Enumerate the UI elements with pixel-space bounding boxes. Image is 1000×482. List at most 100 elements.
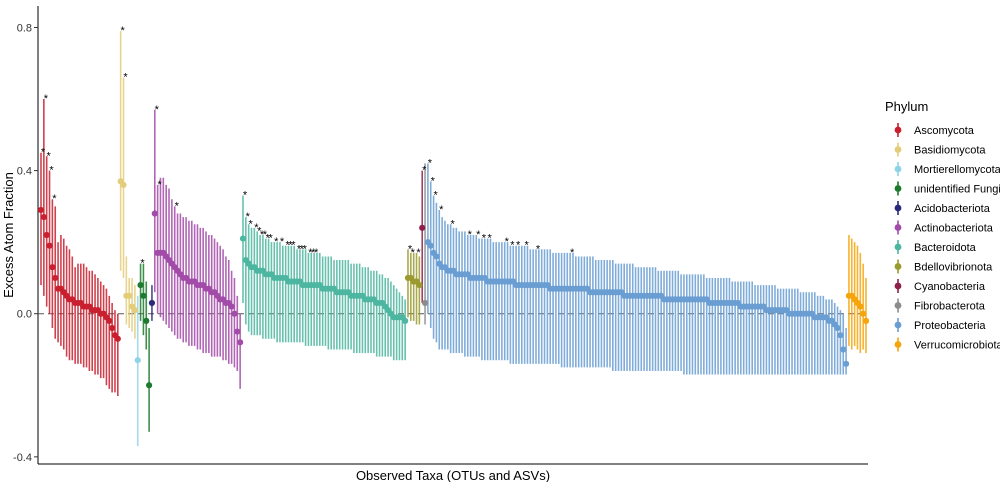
legend-key-point bbox=[894, 165, 902, 173]
significance-star: * bbox=[510, 240, 515, 252]
data-point bbox=[402, 317, 409, 324]
data-point bbox=[433, 253, 440, 260]
significance-star: * bbox=[416, 247, 421, 259]
legend-label: Acidobacteriota bbox=[914, 203, 991, 215]
data-point bbox=[421, 299, 429, 307]
legend-label: Verrucomicrobiota bbox=[914, 340, 1000, 352]
data-point bbox=[37, 206, 45, 214]
data-point bbox=[106, 317, 113, 324]
data-point bbox=[837, 332, 844, 339]
significance-star: * bbox=[47, 150, 52, 162]
significance-star: * bbox=[408, 243, 413, 255]
data-point bbox=[120, 181, 127, 189]
error-bars bbox=[40, 31, 867, 447]
legend: Phylum Ascomycota Basidiomycota Mortierell… bbox=[885, 99, 1000, 352]
data-point bbox=[43, 231, 50, 239]
legend-key-point bbox=[894, 126, 902, 134]
significance-star: * bbox=[175, 200, 180, 212]
data-point bbox=[239, 235, 247, 242]
legend-key-point bbox=[894, 302, 902, 309]
data-point bbox=[126, 292, 133, 299]
legend-label: Actinobacteriota bbox=[914, 223, 994, 235]
data-point bbox=[231, 310, 238, 317]
significance-star: * bbox=[268, 233, 273, 245]
significance-star: * bbox=[468, 229, 473, 241]
significance-star: * bbox=[487, 233, 492, 245]
y-tick-label: 0.8 bbox=[17, 22, 32, 34]
significance-star: * bbox=[524, 240, 529, 252]
data-point bbox=[131, 307, 138, 314]
axes: -0.4 0.0 0.4 0.8 bbox=[13, 6, 868, 465]
significance-star: * bbox=[288, 240, 293, 252]
data-point bbox=[137, 281, 144, 289]
data-point bbox=[834, 324, 841, 332]
significance-star: * bbox=[428, 157, 433, 169]
significance-star: * bbox=[263, 229, 268, 241]
significance-star: * bbox=[433, 190, 438, 202]
significance-star: * bbox=[431, 175, 436, 187]
data-point bbox=[40, 214, 47, 221]
legend-label: Fibrobacterota bbox=[914, 301, 986, 313]
significance-star: * bbox=[260, 229, 265, 241]
significance-star: * bbox=[246, 211, 251, 223]
significance-star: * bbox=[516, 240, 521, 252]
significance-star: * bbox=[291, 240, 296, 252]
legend-label: Bacteroidota bbox=[914, 242, 977, 254]
legend-title: Phylum bbox=[885, 99, 928, 114]
significance-star: * bbox=[254, 222, 259, 234]
significance-star: * bbox=[311, 247, 316, 259]
legend-label: Cyanobacteria bbox=[914, 281, 986, 293]
significance-star: * bbox=[121, 25, 126, 37]
significance-star: * bbox=[280, 236, 285, 248]
legend-key-point bbox=[894, 341, 902, 348]
data-point bbox=[143, 317, 150, 324]
significance-star: * bbox=[422, 165, 427, 177]
significance-star: * bbox=[297, 243, 302, 255]
significance-star: * bbox=[505, 236, 510, 248]
significance-star: * bbox=[482, 233, 487, 245]
significance-star: * bbox=[243, 190, 248, 202]
data-point bbox=[109, 324, 116, 332]
significance-star: * bbox=[41, 147, 46, 159]
legend-key-point bbox=[894, 146, 902, 153]
data-point bbox=[114, 335, 121, 342]
y-tick-label: 0.0 bbox=[17, 309, 32, 321]
legend-key-point bbox=[894, 321, 902, 329]
legend-items: Ascomycota Basidiomycota Mortierellomycota… bbox=[894, 123, 1000, 352]
data-point bbox=[860, 310, 867, 317]
significance-star: * bbox=[303, 243, 308, 255]
data-point bbox=[419, 224, 426, 231]
significance-star: * bbox=[257, 225, 262, 237]
significance-star: * bbox=[49, 165, 54, 177]
significance-markers: ************** ****** * * *** *** *** ** *******… bbox=[41, 25, 575, 270]
data-point bbox=[49, 264, 56, 271]
data-point bbox=[148, 299, 156, 307]
significance-star: * bbox=[439, 204, 444, 216]
legend-key-point bbox=[894, 204, 902, 212]
data-point bbox=[52, 274, 59, 282]
legend-label: Mortierellomycota bbox=[914, 164, 1000, 176]
x-axis-title: Observed Taxa (OTUs and ASVs) bbox=[356, 468, 550, 482]
data-points bbox=[37, 178, 870, 389]
significance-star: * bbox=[52, 193, 57, 205]
legend-label: unidentified Fungi bbox=[914, 184, 1000, 196]
data-point bbox=[427, 242, 434, 249]
y-axis-title: Excess Atom Fraction bbox=[1, 172, 16, 298]
significance-star: * bbox=[286, 240, 291, 252]
y-tick-label: -0.4 bbox=[13, 452, 32, 464]
significance-star: * bbox=[266, 233, 271, 245]
data-point bbox=[151, 210, 158, 217]
y-tick-group: -0.4 0.0 0.4 0.8 bbox=[13, 22, 38, 464]
legend-label: Bdellovibrionota bbox=[914, 262, 993, 274]
significance-star: * bbox=[411, 247, 416, 259]
y-tick-label: 0.4 bbox=[17, 166, 32, 178]
data-point bbox=[840, 346, 847, 353]
legend-key-point bbox=[894, 263, 902, 270]
significance-star: * bbox=[44, 93, 49, 105]
significance-star: * bbox=[140, 258, 145, 270]
legend-key-point bbox=[894, 185, 902, 192]
legend-key-point bbox=[894, 282, 902, 290]
significance-star: * bbox=[451, 218, 456, 230]
significance-star: * bbox=[155, 104, 160, 116]
